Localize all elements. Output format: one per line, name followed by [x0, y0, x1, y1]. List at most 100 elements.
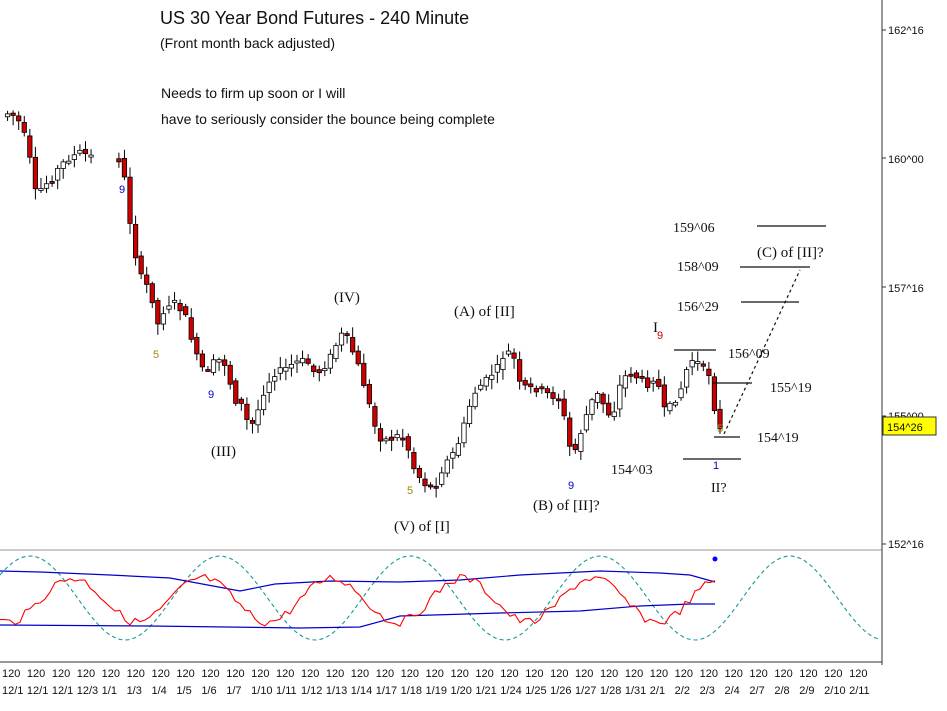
x-hour-label: 120	[799, 668, 817, 680]
x-date-label: 2/3	[700, 685, 715, 697]
x-hour-label: 120	[27, 668, 45, 680]
x-date-label: 1/4	[151, 685, 166, 697]
candle-up	[439, 472, 445, 485]
candle-down	[138, 255, 144, 275]
candle-up	[466, 405, 473, 424]
candle-up	[327, 353, 333, 369]
candle-down	[528, 383, 534, 388]
candle-down	[222, 359, 228, 366]
x-hour-label: 120	[151, 668, 169, 680]
x-hour-label: 120	[675, 668, 693, 680]
chart-title: US 30 Year Bond Futures - 240 Minute	[160, 8, 469, 28]
x-hour-label: 120	[351, 668, 369, 680]
x-date-label: 1/11	[276, 685, 297, 697]
candle-down	[522, 380, 528, 386]
candle-up	[55, 167, 61, 181]
x-hour-label: 120	[426, 668, 444, 680]
x-hour-label: 120	[600, 668, 618, 680]
current-price-label: 154^26	[887, 422, 923, 434]
candle-up	[38, 188, 44, 191]
oscillator-line	[0, 573, 716, 627]
candle-down	[366, 384, 372, 405]
x-hour-label: 120	[774, 668, 792, 680]
candle-up	[478, 384, 484, 390]
candle-up	[583, 414, 590, 431]
candle-down	[711, 376, 718, 412]
candle-down	[372, 406, 378, 427]
x-hour-label: 120	[450, 668, 468, 680]
candle-down	[361, 362, 367, 386]
candle-up	[71, 154, 77, 160]
current-price-box	[882, 416, 937, 436]
x-date-label: 2/1	[650, 685, 665, 697]
candle-down	[628, 373, 634, 377]
candle-up	[294, 360, 300, 364]
x-hour-label: 120	[251, 668, 269, 680]
chart-subtitle: (Front month back adjusted)	[160, 35, 335, 51]
candle-down	[550, 392, 556, 399]
x-hour-label: 120	[401, 668, 419, 680]
candle-up	[277, 367, 283, 374]
x-hour-label: 120	[77, 668, 95, 680]
price-levels: 159^06 158^09 156^29 156^09 155^19 154^1…	[611, 221, 826, 478]
candle-down	[633, 372, 640, 379]
x-date-label: 1/24	[500, 685, 521, 697]
candle-up	[494, 364, 500, 373]
candle-up	[288, 364, 295, 369]
x-hour-label: 120	[700, 668, 718, 680]
candle-up	[589, 399, 595, 415]
x-hour-label: 120	[575, 668, 593, 680]
x-hour-label: 120	[301, 668, 319, 680]
count-mark: 9	[208, 389, 214, 401]
x-date-label: 2/11	[849, 685, 870, 697]
candle-down	[572, 443, 578, 451]
candle-down	[700, 363, 706, 367]
candle-up	[617, 384, 623, 410]
oscillator-panel	[0, 555, 881, 641]
candle-down	[433, 485, 439, 489]
x-date-label: 12/1	[27, 685, 48, 697]
x-date-label: 1/21	[475, 685, 496, 697]
candle-down	[16, 115, 22, 122]
band-lower-line	[0, 603, 715, 629]
x-date-label: 1/27	[575, 685, 596, 697]
candle-down	[49, 181, 55, 184]
x-date-label: 12/1	[2, 685, 23, 697]
candle-down	[27, 135, 33, 158]
candle-down	[205, 369, 211, 372]
x-date-label: 1/20	[450, 685, 471, 697]
candle-down	[350, 337, 356, 353]
x-hour-label: 120	[176, 668, 194, 680]
candle-down	[422, 478, 428, 487]
level-label-155-19: 155^19	[770, 381, 812, 396]
count-mark: 5	[407, 485, 413, 497]
candle-up	[216, 359, 222, 363]
candle-up	[394, 434, 400, 439]
candle-down	[144, 274, 150, 285]
note-line-2: have to seriously consider the bounce be…	[161, 111, 495, 127]
candle-up	[171, 299, 178, 303]
candle-down	[177, 302, 183, 312]
candle-down	[227, 364, 233, 385]
level-label-158-09: 158^09	[677, 260, 719, 275]
x-date-label: 1/3	[127, 685, 142, 697]
candle-up	[684, 369, 690, 388]
candle-up	[650, 380, 656, 384]
x-date-label: 1/6	[201, 685, 216, 697]
x-date-label: 1/12	[301, 685, 322, 697]
count-mark: 9	[657, 330, 663, 342]
x-hour-label: 120	[725, 668, 743, 680]
candle-up	[594, 393, 601, 403]
candle-down	[355, 350, 361, 365]
x-date-label: 2/9	[799, 685, 814, 697]
x-hour-label: 120	[52, 668, 70, 680]
x-date-label: 12/3	[77, 685, 98, 697]
candle-up	[66, 160, 72, 164]
count-marks: 9 5 9 5 9 9 5 1	[119, 184, 723, 497]
x-date-label: 2/2	[675, 685, 690, 697]
candle-down	[121, 158, 128, 178]
candle-up	[299, 358, 306, 364]
cycle-line	[0, 555, 881, 641]
x-hour-label: 120	[2, 668, 20, 680]
candle-down	[344, 333, 350, 337]
